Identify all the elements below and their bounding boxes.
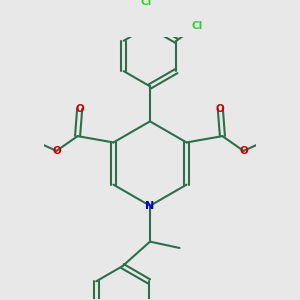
- Text: O: O: [75, 104, 84, 114]
- Text: Cl: Cl: [140, 0, 152, 7]
- Text: O: O: [239, 146, 248, 156]
- Text: O: O: [216, 104, 225, 114]
- Text: O: O: [52, 146, 61, 156]
- Text: Cl: Cl: [192, 21, 203, 31]
- Text: N: N: [146, 201, 154, 211]
